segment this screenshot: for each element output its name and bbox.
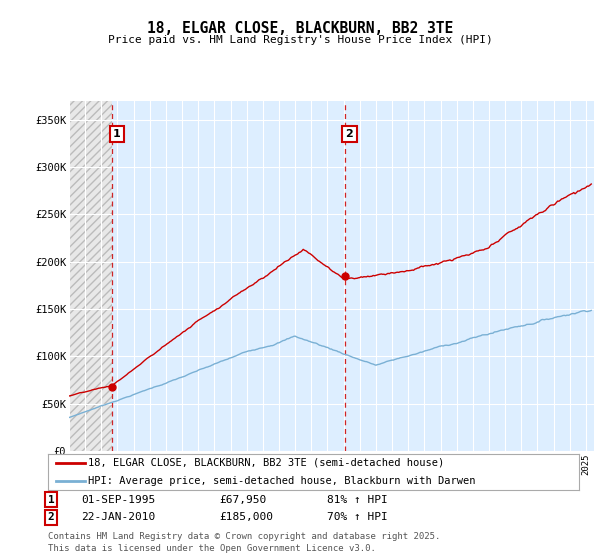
Text: 81% ↑ HPI: 81% ↑ HPI bbox=[327, 494, 388, 505]
Text: 1: 1 bbox=[113, 129, 121, 139]
Text: 2: 2 bbox=[346, 129, 353, 139]
Text: 18, ELGAR CLOSE, BLACKBURN, BB2 3TE (semi-detached house): 18, ELGAR CLOSE, BLACKBURN, BB2 3TE (sem… bbox=[88, 458, 444, 468]
Text: 01-SEP-1995: 01-SEP-1995 bbox=[81, 494, 155, 505]
Text: £67,950: £67,950 bbox=[219, 494, 266, 505]
Text: £185,000: £185,000 bbox=[219, 512, 273, 522]
Text: 22-JAN-2010: 22-JAN-2010 bbox=[81, 512, 155, 522]
Text: HPI: Average price, semi-detached house, Blackburn with Darwen: HPI: Average price, semi-detached house,… bbox=[88, 476, 475, 486]
Text: 2: 2 bbox=[47, 512, 55, 522]
Text: 70% ↑ HPI: 70% ↑ HPI bbox=[327, 512, 388, 522]
Text: 18, ELGAR CLOSE, BLACKBURN, BB2 3TE: 18, ELGAR CLOSE, BLACKBURN, BB2 3TE bbox=[147, 21, 453, 36]
Text: 1: 1 bbox=[47, 494, 55, 505]
Bar bbox=[69, 101, 112, 451]
Text: Contains HM Land Registry data © Crown copyright and database right 2025.
This d: Contains HM Land Registry data © Crown c… bbox=[48, 533, 440, 553]
Text: Price paid vs. HM Land Registry's House Price Index (HPI): Price paid vs. HM Land Registry's House … bbox=[107, 35, 493, 45]
